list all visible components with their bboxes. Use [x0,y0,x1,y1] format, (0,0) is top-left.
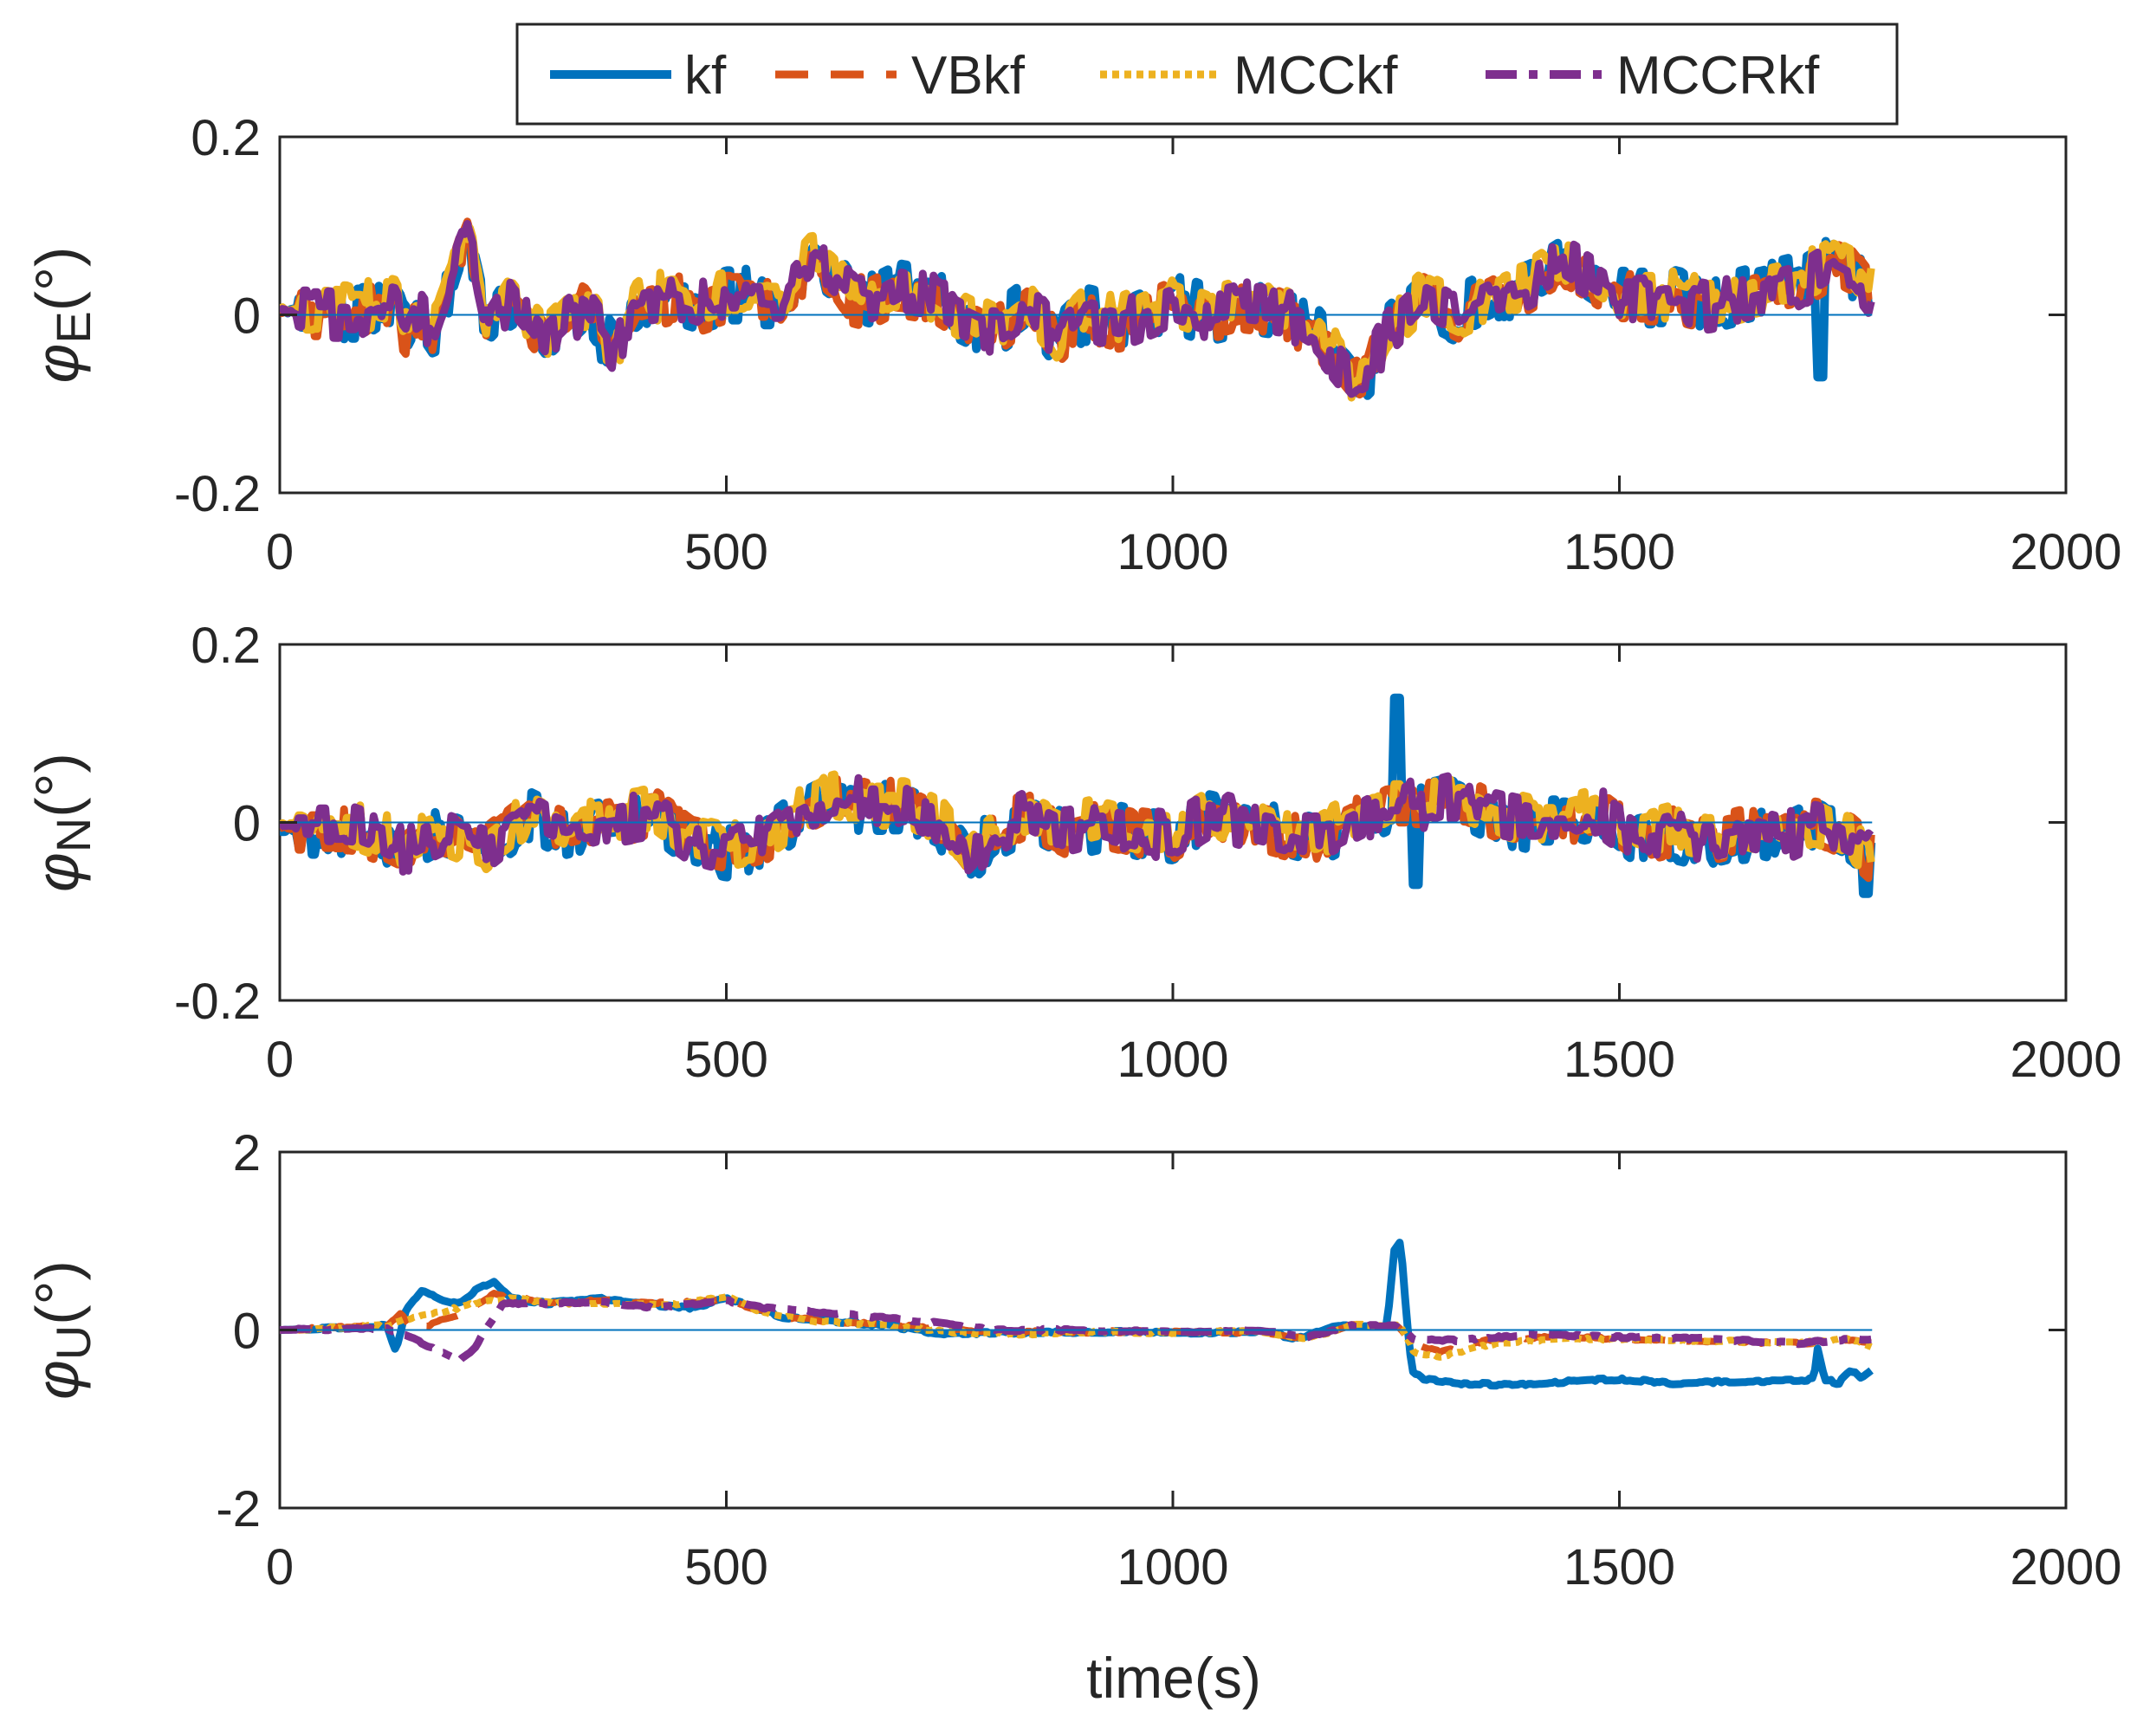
legend-entry-mccrkf: MCCRkf [1486,46,1820,106]
legend-box [515,23,1899,126]
y-tick-label: -2 [216,1481,261,1537]
y-axis-label: φE(°) [23,247,100,384]
x-tick-label: 0 [266,524,294,580]
x-axis-label: time(s) [1086,1646,1261,1710]
y-axis-label-unit: (°) [23,1260,91,1325]
legend-label-vbkf: VBkf [911,46,1026,106]
y-tick-label: -0.2 [174,974,261,1030]
x-tick-label: 1500 [1564,1032,1675,1088]
y-tick-label: 2 [233,1125,261,1181]
x-tick-label: 1500 [1564,524,1675,580]
x-tick-label: 2000 [2010,1539,2121,1595]
x-tick-label: 500 [684,524,768,580]
y-tick-label: 0 [233,288,261,345]
subplots: 0 500 1000 1500 2000-0.200.2φE(°)0 500 1000 150… [23,110,2122,1595]
plot-area [280,693,1876,898]
subplot-phi-N: 0 500 1000 1500 2000-0.200.2φN(°) [23,618,2122,1088]
y-tick-label: -0.2 [174,466,261,522]
y-axis-label-symbol: φ [23,344,91,384]
legend: kf VBkf MCCkf MCCRkf [515,23,1899,126]
x-tick-label: 0 [266,1032,294,1088]
y-axis-label: φU(°) [23,1260,100,1400]
subplot-phi-E: 0 500 1000 1500 2000-0.200.2φE(°) [23,110,2122,580]
y-axis-label-symbol: φ [23,852,91,892]
x-tick-label: 2000 [2010,524,2121,580]
y-axis-label-subscript: U [46,1325,100,1360]
legend-entry-mcckf: MCCkf [1100,46,1398,106]
x-tick-label: 0 [266,1539,294,1595]
legend-entry-kf: kf [550,46,727,106]
x-tick-label: 1000 [1117,1032,1228,1088]
legend-label-mccrkf: MCCRkf [1616,46,1820,106]
x-tick-label: 1000 [1117,524,1228,580]
legend-label-mcckf: MCCkf [1233,46,1398,106]
legend-entry-vbkf: VBkf [775,46,1026,106]
x-tick-label: 2000 [2010,1032,2121,1088]
series-line-mccrkf [280,772,1874,876]
plot-area [280,1239,1874,1390]
x-tick-label: 1500 [1564,1539,1675,1595]
y-axis-label-symbol: φ [23,1360,91,1400]
x-tick-label: 500 [684,1539,768,1595]
legend-label-kf: kf [684,46,727,106]
x-tick-label: 1000 [1117,1539,1228,1595]
x-tick-label: 500 [684,1032,768,1088]
plot-area [280,217,1875,402]
series-line-mccrkf [280,220,1875,398]
y-axis-label-unit: (°) [23,247,91,312]
y-axis-label-subscript: N [46,818,100,852]
y-tick-label: 0.2 [191,110,261,166]
y-tick-label: 0 [233,796,261,852]
y-axis-label-subscript: E [46,311,100,343]
y-tick-label: 0 [233,1304,261,1360]
y-axis-label-unit: (°) [23,753,91,818]
y-tick-label: 0.2 [191,618,261,674]
y-axis-label: φN(°) [23,753,100,892]
